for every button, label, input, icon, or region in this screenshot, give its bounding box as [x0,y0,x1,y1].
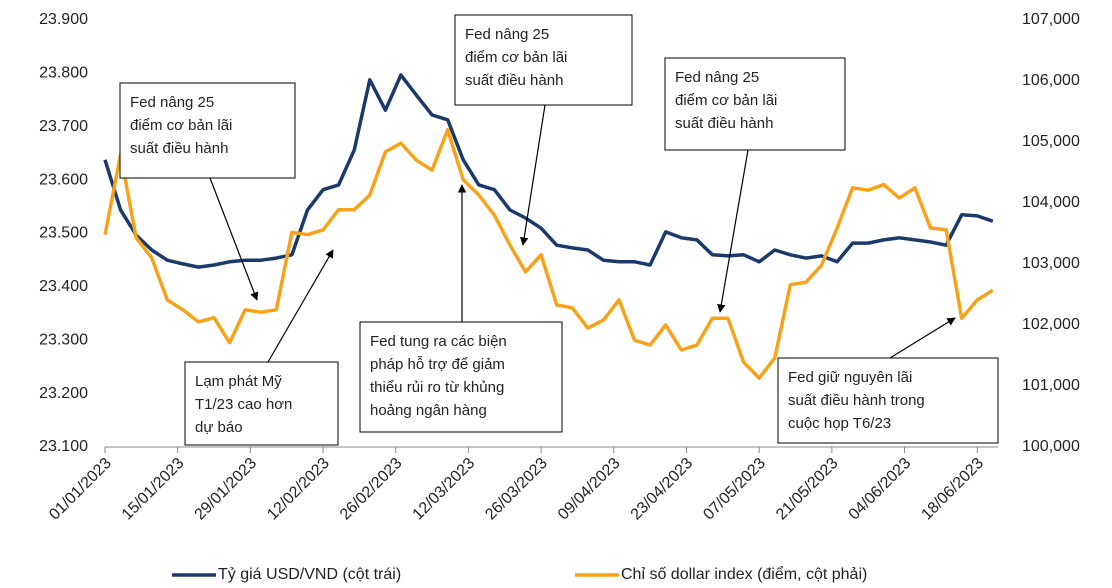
annotation-text: T1/23 cao hơn [195,396,292,413]
annotation-text: suất điều hành trong [788,392,925,409]
x-tick-label: 09/04/2023 [555,455,624,524]
x-tick-label: 26/02/2023 [337,455,406,524]
annotation-arrow [717,149,749,313]
annotation-text: Fed tung ra các biện [370,333,507,350]
annotation-box [184,361,339,446]
y-tick-label: 23.600 [39,171,88,188]
x-tick-label: 18/06/2023 [918,455,987,524]
y-tick-label: 23.800 [39,65,88,82]
annotation-text: điểm cơ bản lãi [130,117,232,134]
annotation-text: điểm cơ bản lãi [465,49,567,66]
x-tick-label: 12/03/2023 [410,455,479,524]
annotation-text: Lạm phát Mỹ [195,373,282,390]
annotation-box [119,82,296,179]
annotation-text: dự báo [195,419,243,436]
y-tick-label: 23.500 [39,225,88,242]
annotation-box [777,357,999,444]
y-tick-label: 23.200 [39,385,88,402]
annotation-text: suất điều hành [675,115,773,132]
annotation-text: cuộc họp T6/23 [788,415,891,432]
y2-tick-label: 107,000 [1022,11,1080,28]
y2-tick-label: 100,000 [1022,438,1080,455]
annotation-text: suất điều hành [465,72,563,89]
annotation-arrow [889,317,956,359]
annotation-text: Fed nâng 25 [465,26,549,43]
series-line [103,128,994,380]
x-tick-label: 29/01/2023 [192,455,261,524]
annotation-text: pháp hỗ trợ để giảm [370,356,505,373]
y-tick-label: 23.400 [39,278,88,295]
legend-label: Tỷ giá USD/VND (cột trái) [218,566,401,583]
y-tick-label: 23.900 [39,11,88,28]
x-tick-label: 15/01/2023 [119,455,188,524]
annotation-text: Fed giữ nguyên lãi [788,369,912,386]
annotation-box [454,14,633,106]
annotation-arrow [267,249,334,363]
y-tick-label: 23.700 [39,118,88,135]
x-tick-label: 23/04/2023 [628,455,697,524]
x-tick-label: 12/02/2023 [264,455,333,524]
y2-tick-label: 101,000 [1022,377,1080,394]
annotation-text: điểm cơ bản lãi [675,92,777,109]
annotation-box [359,321,563,433]
annotation-text: suất điều hành [130,140,228,157]
y2-tick-label: 104,000 [1022,194,1080,211]
annotation-arrow [209,177,259,301]
y2-tick-label: 105,000 [1022,133,1080,150]
annotation-text: hoảng ngân hàng [370,402,487,419]
y-tick-label: 23.100 [39,438,88,455]
y2-tick-label: 106,000 [1022,72,1080,89]
annotation-text: Fed nâng 25 [130,94,214,111]
x-tick-label: 04/06/2023 [846,455,915,524]
x-tick-label: 01/01/2023 [46,455,115,524]
annotation-text: Fed nâng 25 [675,69,759,86]
x-tick-label: 26/03/2023 [482,455,551,524]
legend-label: Chỉ số dollar index (điểm, cột phải) [621,565,867,583]
x-tick-label: 21/05/2023 [773,455,842,524]
y2-tick-label: 103,000 [1022,255,1080,272]
series-line [103,73,994,269]
annotation-text: thiểu rủi ro từ khủng [370,379,504,396]
annotation-arrow [520,104,546,246]
x-tick-label: 07/05/2023 [700,455,769,524]
y2-tick-label: 102,000 [1022,316,1080,333]
y-tick-label: 23.300 [39,331,88,348]
annotation-box [664,57,846,151]
